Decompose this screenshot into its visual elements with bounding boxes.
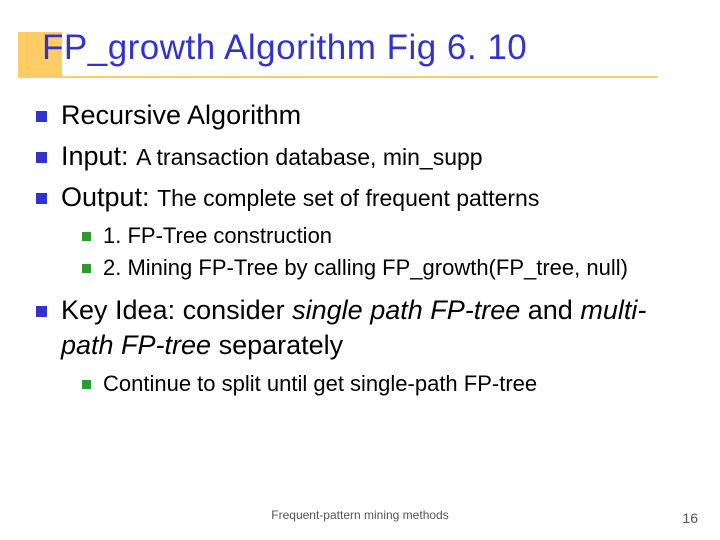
- list-item: Continue to split until get single-path …: [82, 369, 684, 399]
- square-bullet-icon: [36, 152, 47, 163]
- square-bullet-icon: [82, 232, 91, 241]
- square-bullet-icon: [82, 380, 91, 389]
- key-idea-post: separately: [211, 330, 343, 360]
- key-idea-mid: and: [520, 295, 580, 325]
- bullet-text: Output: The complete set of frequent pat…: [61, 180, 539, 215]
- slide-title: FP_growth Algorithm Fig 6. 10: [42, 28, 684, 68]
- footer-text: Frequent-pattern mining methods: [0, 508, 720, 522]
- key-idea-italic-1: single path FP-tree: [292, 295, 520, 325]
- output-label: Output:: [61, 182, 157, 212]
- input-label: Input:: [61, 141, 136, 171]
- bullet-text: 2. Mining FP-Tree by calling FP_growth(F…: [103, 253, 628, 283]
- square-bullet-icon: [36, 111, 47, 122]
- list-item: Recursive Algorithm: [36, 98, 684, 133]
- list-item: Output: The complete set of frequent pat…: [36, 180, 684, 215]
- square-bullet-icon: [82, 264, 91, 273]
- sublist: 1. FP-Tree construction 2. Mining FP-Tre…: [82, 221, 684, 282]
- list-item: Input: A transaction database, min_supp: [36, 139, 684, 174]
- bullet-text: Input: A transaction database, min_supp: [61, 139, 483, 174]
- list-item: 2. Mining FP-Tree by calling FP_growth(F…: [82, 253, 684, 283]
- bullet-text: Recursive Algorithm: [61, 98, 301, 133]
- page-number: 16: [682, 510, 698, 526]
- content-area: Recursive Algorithm Input: A transaction…: [36, 98, 684, 399]
- list-item: Key Idea: consider single path FP-tree a…: [36, 293, 684, 363]
- bullet-text: 1. FP-Tree construction: [103, 221, 332, 251]
- bullet-text: Continue to split until get single-path …: [103, 369, 537, 399]
- square-bullet-icon: [36, 306, 47, 317]
- sublist: Continue to split until get single-path …: [82, 369, 684, 399]
- output-desc: The complete set of frequent patterns: [157, 185, 539, 211]
- slide: FP_growth Algorithm Fig 6. 10 Recursive …: [0, 0, 720, 540]
- input-desc: A transaction database, min_supp: [136, 144, 483, 170]
- key-idea-pre: Key Idea: consider: [61, 295, 292, 325]
- title-underline: [18, 76, 658, 78]
- list-item: 1. FP-Tree construction: [82, 221, 684, 251]
- square-bullet-icon: [36, 193, 47, 204]
- bullet-text: Key Idea: consider single path FP-tree a…: [61, 293, 684, 363]
